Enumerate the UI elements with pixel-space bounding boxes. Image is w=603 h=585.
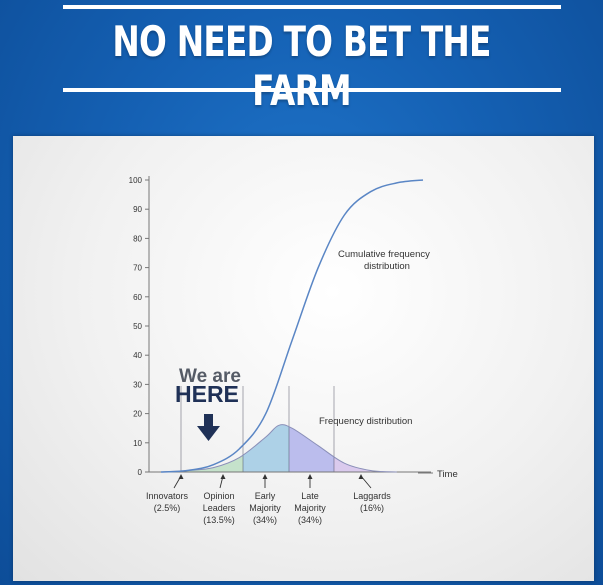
pointer-arrow-head [178,474,184,479]
pointer-arrow-head [262,474,268,479]
laggards-band [334,457,397,472]
segment-early-label1: Early [255,491,276,501]
callout-we-are: We are [179,366,241,387]
segment-early-label3: (34%) [253,515,277,525]
segment-opinion-label2: Leaders [203,503,236,513]
segment-pointer-arrows [173,474,372,489]
frequency-distribution-line [160,424,397,473]
y-tick-label: 50 [133,322,142,331]
page-title: NO NEED TO BET THE FARM [112,17,491,115]
y-tick-label: 80 [133,234,142,243]
segment-innovators-label2: (2.5%) [154,503,181,513]
y-tick-label: 60 [133,293,142,302]
y-tick-label: 0 [138,468,143,477]
segment-early-label2: Majority [249,503,281,513]
y-tick-label: 90 [133,205,142,214]
segment-innovators-label1: Innovators [146,491,189,501]
segment-labels: Innovators (2.5%) Opinion Leaders (13.5%… [146,491,391,525]
segment-opinion-label1: Opinion [203,491,234,501]
down-arrow-icon [197,414,220,441]
segment-laggards-label1: Laggards [353,491,391,501]
cumulative-label-line1: Cumulative frequency [338,249,430,260]
y-tick-label: 70 [133,264,142,273]
segment-opinion-leaders: Opinion Leaders (13.5%) [203,491,236,525]
y-tick-label: 30 [133,380,142,389]
segment-early-majority: Early Majority (34%) [249,491,281,525]
segment-innovators: Innovators (2.5%) [146,491,189,513]
callout-here: HERE [175,381,239,407]
y-tick-label: 100 [129,176,143,185]
frequency-label: Frequency distribution [319,416,412,427]
segment-late-label3: (34%) [298,515,322,525]
early-majority-band [243,424,289,472]
segment-laggards: Laggards (16%) [353,491,391,513]
pointer-arrow-head [307,474,313,479]
title-rule-top [63,5,561,9]
pointer-arrow-head [358,474,364,479]
chart-axes: 0 10 20 30 40 50 60 70 80 90 100 [129,176,433,477]
segment-laggards-label2: (16%) [360,503,384,513]
x-axis-label: Time [437,469,458,480]
chart-panel: 0 10 20 30 40 50 60 70 80 90 100 Cumulative freque… [13,136,594,581]
opinion-leaders-band [181,455,243,472]
segment-late-label2: Majority [294,503,326,513]
chart-curves [160,179,424,473]
cumulative-label-line2: distribution [364,261,410,272]
segment-opinion-label3: (13.5%) [203,515,235,525]
y-tick-label: 10 [133,439,142,448]
segment-late-label1: Late [301,491,319,501]
adoption-chart: 0 10 20 30 40 50 60 70 80 90 100 Cumulative freque… [129,176,458,525]
segment-late-majority: Late Majority (34%) [294,491,326,525]
late-majority-band [289,426,334,472]
cumulative-frequency-line [160,179,424,473]
y-tick-label: 40 [133,351,142,360]
title-rule-bottom [63,88,561,92]
y-tick-label: 20 [133,410,142,419]
pointer-arrow-head [220,474,226,479]
frequency-distribution-area [161,386,397,472]
